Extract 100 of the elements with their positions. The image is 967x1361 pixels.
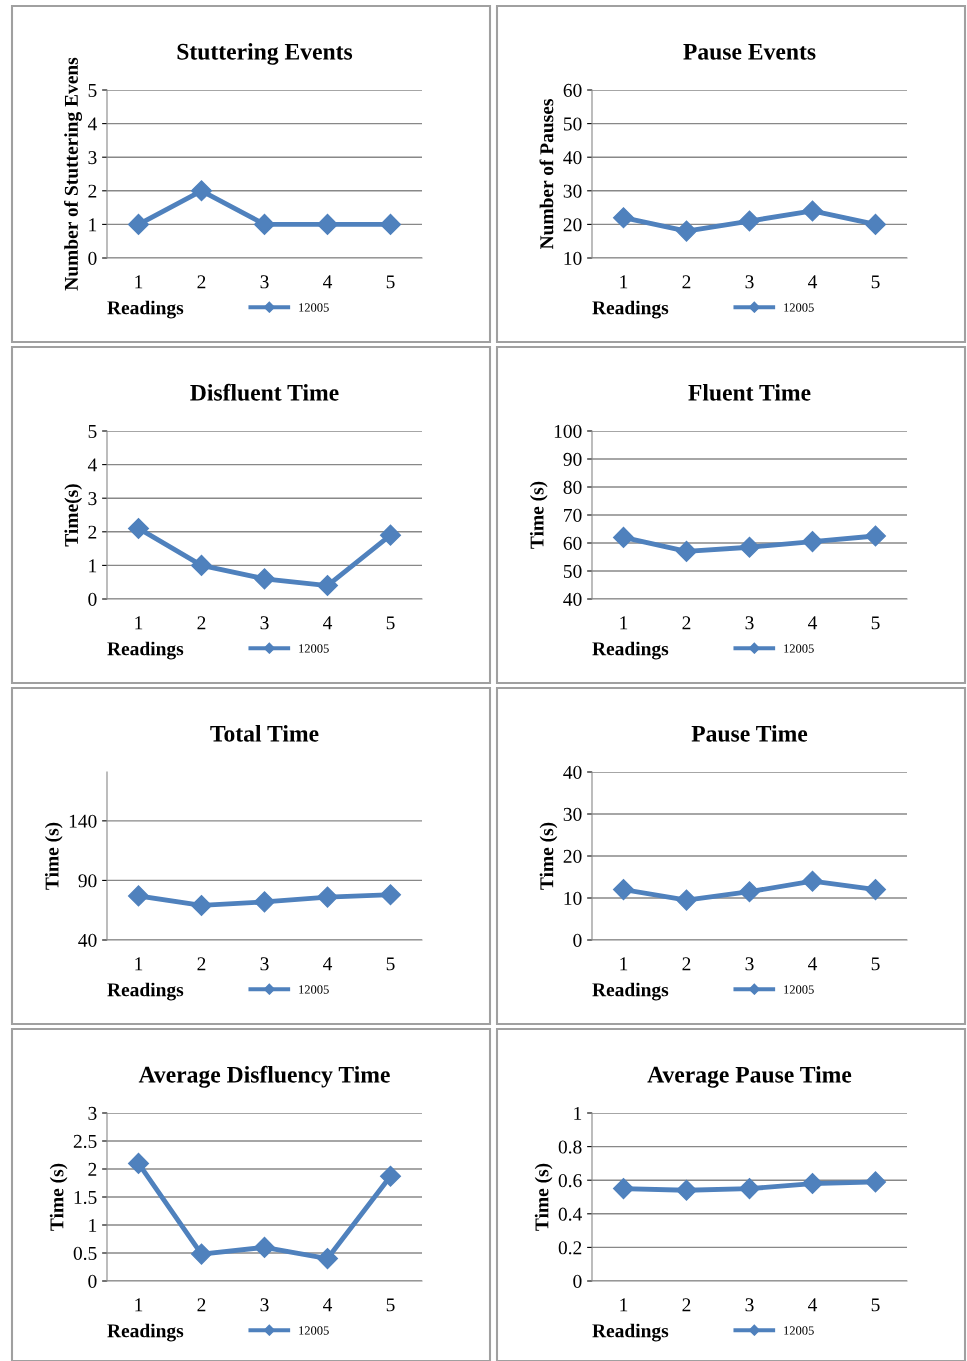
x-tick-label: 1: [135, 1298, 143, 1312]
x-tick-label: 1: [620, 1298, 628, 1312]
x-axis-title: Readings: [107, 641, 184, 660]
point: [675, 220, 698, 242]
x-tick-label: 1: [620, 957, 628, 971]
chart-title: Average Disfluency Time: [138, 1065, 390, 1088]
x-axis-title: Readings: [107, 1323, 184, 1342]
point: [379, 1165, 402, 1187]
y-tick-label: 0.6: [558, 1174, 582, 1188]
point: [190, 894, 213, 916]
x-tick-label: 5: [386, 616, 395, 630]
y-tick-label: 40: [563, 765, 582, 779]
y-tick-label: 1: [574, 1106, 582, 1120]
x-tick-label: 1: [620, 275, 628, 289]
y-tick-label: 0.8: [558, 1140, 582, 1154]
y-tick-label: 2: [88, 1162, 97, 1176]
y-tick-label: 0: [573, 1274, 582, 1288]
x-tick-label: 1: [135, 957, 143, 971]
x-tick-label: 3: [745, 275, 754, 289]
x-tick-label: 4: [323, 1298, 333, 1312]
point: [379, 524, 402, 546]
y-tick-label: 40: [78, 933, 97, 947]
point: [253, 568, 276, 590]
x-axis-title: Readings: [592, 641, 669, 660]
y-tick-label: 3: [88, 492, 97, 506]
y-tick-label: 60: [563, 83, 582, 97]
y-tick-label: 30: [563, 184, 582, 198]
x-tick-label: 5: [871, 275, 880, 289]
point: [612, 526, 635, 548]
y-tick-label: 40: [563, 592, 582, 606]
point: [612, 207, 635, 229]
y-tick-label: 2: [88, 525, 97, 539]
y-tick-label: 50: [563, 117, 582, 131]
x-axis-title: Readings: [107, 300, 184, 319]
legend-label: 12005: [784, 644, 814, 653]
y-tick-label: 4: [87, 117, 97, 131]
y-axis-title: Number of Pauses: [539, 99, 554, 250]
x-tick-label: 5: [871, 957, 880, 971]
x-tick-label: 4: [808, 957, 818, 971]
x-tick-label: 2: [197, 957, 206, 971]
point: [253, 891, 276, 913]
legend-label: 12005: [299, 303, 329, 312]
x-tick-label: 1: [135, 616, 143, 630]
y-tick-label: 0: [88, 251, 97, 265]
y-tick-label: 3: [88, 151, 97, 165]
point: [190, 1243, 213, 1265]
point: [801, 200, 824, 222]
y-tick-label: 10: [564, 891, 582, 905]
y-axis-title: Time (s): [44, 822, 63, 890]
x-tick-label: 3: [745, 616, 754, 630]
chart-title: Fluent Time: [688, 384, 811, 401]
x-tick-label: 5: [386, 275, 395, 289]
y-tick-label: 1: [89, 559, 97, 573]
y-axis-title: Time (s): [49, 1163, 68, 1231]
legend-label: 12005: [299, 1326, 329, 1335]
point: [738, 210, 761, 232]
x-axis-title: Readings: [107, 982, 184, 1001]
y-tick-label: 0.4: [558, 1207, 582, 1221]
y-tick-label: 90: [563, 452, 582, 466]
point: [190, 554, 213, 576]
y-axis-title: Time (s): [529, 481, 548, 549]
x-tick-label: 1: [135, 275, 143, 289]
legend-label: 12005: [299, 644, 329, 653]
point: [127, 517, 150, 539]
chart-title: Total Time: [210, 725, 319, 742]
y-tick-label: 1: [89, 1218, 97, 1232]
chart-title: Disfluent Time: [190, 383, 339, 401]
y-tick-label: 0: [573, 933, 582, 947]
y-tick-label: 5: [88, 425, 97, 438]
x-tick-label: 4: [808, 616, 818, 630]
y-tick-label: 30: [563, 807, 582, 821]
chart-title: Average Pause Time: [647, 1066, 852, 1088]
point: [675, 1179, 698, 1201]
x-tick-label: 3: [260, 616, 269, 630]
point: [738, 881, 761, 903]
y-tick-label: 40: [563, 151, 582, 165]
y-tick-label: 70: [564, 508, 582, 522]
point: [738, 1178, 761, 1200]
y-tick-label: 0.5: [73, 1246, 97, 1261]
y-tick-label: 60: [563, 536, 582, 550]
point: [801, 1173, 824, 1195]
y-tick-label: 100: [554, 424, 582, 438]
y-tick-label: 50: [563, 564, 582, 578]
legend-label: 12005: [784, 1326, 814, 1335]
x-tick-label: 3: [745, 1298, 754, 1312]
y-axis-title: Time(s): [64, 484, 82, 547]
legend-label: 12005: [784, 985, 814, 994]
y-axis-title: Time (s): [539, 822, 558, 890]
y-tick-label: 5: [88, 84, 97, 97]
point: [801, 870, 824, 892]
y-tick-label: 10: [564, 251, 582, 265]
chart-title: Pause Events: [683, 43, 816, 60]
legend-label: 12005: [784, 303, 814, 312]
x-axis-title: Readings: [592, 982, 669, 1001]
y-tick-label: 20: [563, 849, 582, 863]
point: [864, 879, 887, 901]
x-tick-label: 2: [682, 1298, 691, 1312]
point: [316, 575, 339, 597]
y-tick-label: 0: [88, 592, 97, 606]
point: [738, 536, 761, 558]
